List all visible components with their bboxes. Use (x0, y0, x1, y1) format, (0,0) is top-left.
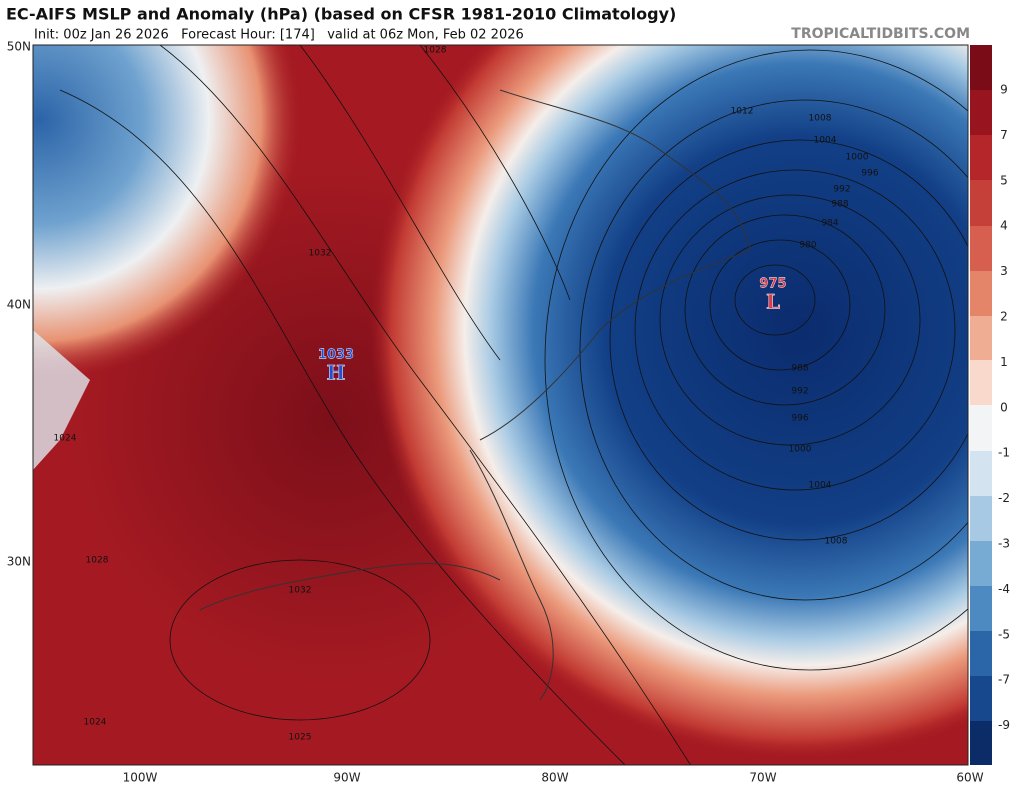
contour-label: 996 (791, 414, 808, 424)
lon-label: 90W (333, 771, 360, 785)
contour-label: 1032 (289, 586, 312, 596)
colorbar-label: 5 (1000, 173, 1008, 187)
lon-label: 100W (123, 771, 158, 785)
contour-label: 992 (791, 387, 808, 397)
map (33, 45, 968, 765)
subtitle: Init: 00z Jan 26 2026 Forecast Hour: [17… (34, 28, 524, 43)
colorbar-label: -2 (998, 491, 1010, 505)
contour-label: 1028 (86, 556, 109, 566)
contour-label: 1032 (309, 249, 332, 259)
pressure-symbol: L (766, 290, 780, 314)
colorbar-label: 1 (1000, 355, 1008, 369)
contour-label: 1004 (809, 481, 832, 491)
colorbar-label: -7 (998, 673, 1010, 687)
lon-label: 70W (749, 771, 776, 785)
contour-label: 1024 (84, 718, 107, 728)
pressure-symbol: H (327, 361, 346, 385)
colorbar-label: 0 (1000, 400, 1008, 414)
colorbar-label: -3 (998, 537, 1010, 551)
contour-label: 1008 (809, 114, 832, 124)
colorbar-label: -5 (998, 627, 1010, 641)
lon-label: 60W (956, 771, 983, 785)
pressure-value: 975 (759, 277, 786, 292)
contour-label: 1000 (789, 445, 812, 455)
colorbar-label: 9 (1000, 83, 1008, 97)
colorbar-label: 7 (1000, 128, 1008, 142)
contour-label: 1025 (289, 733, 312, 743)
colorbar-label: 4 (1000, 219, 1008, 233)
contour-label: 1012 (731, 107, 754, 117)
colorbar (970, 45, 992, 765)
colorbar-label: -4 (998, 582, 1010, 596)
contour-label: 988 (831, 200, 848, 210)
contour-label: 980 (799, 241, 816, 251)
source: TROPICALTIDBITS.COM (791, 26, 970, 42)
title: EC-AIFS MSLP and Anomaly (hPa) (based on… (6, 5, 676, 24)
contour-label: 1028 (424, 46, 447, 56)
contour-label: 992 (833, 185, 850, 195)
contour-label: 996 (861, 169, 878, 179)
pressure-value: 1033 (318, 348, 354, 363)
lat-label: 30N (7, 555, 31, 569)
lat-label: 40N (7, 298, 31, 312)
map-frame (32, 44, 969, 766)
contour-label: 988 (791, 364, 808, 374)
contour-label: 1004 (814, 136, 837, 146)
lat-label: 50N (7, 40, 31, 54)
contour-label: 984 (821, 219, 838, 229)
colorbar-label: -1 (998, 446, 1010, 460)
colorbar-label: 2 (1000, 310, 1008, 324)
colorbar-label: 3 (1000, 264, 1008, 278)
contour-label: 1024 (54, 434, 77, 444)
contour-label: 1008 (825, 537, 848, 547)
lon-label: 80W (541, 771, 568, 785)
colorbar-label: -9 (998, 718, 1010, 732)
contour-label: 1000 (846, 153, 869, 163)
